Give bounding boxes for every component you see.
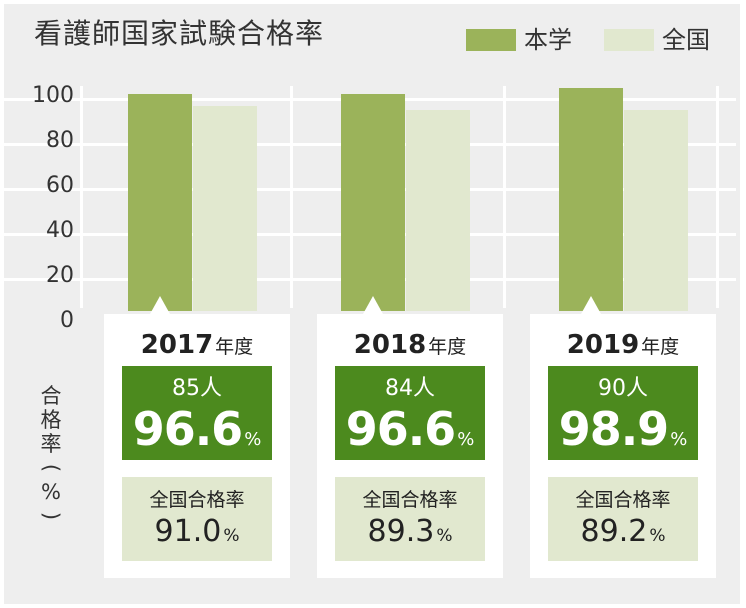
y-axis-title-char: ) — [39, 511, 63, 521]
own-rate-box: 85人 96.6% — [122, 366, 272, 460]
year-label: 2018 年度 — [317, 332, 503, 358]
year-suffix: 年度 — [215, 336, 254, 358]
national-rate-unit: % — [649, 526, 666, 546]
pass-count: 90人 — [598, 376, 648, 401]
y-axis-title-char: % — [41, 480, 61, 504]
national-rate-box: 全国合格率 89.3% — [335, 477, 485, 561]
legend-label-own: 本学 — [524, 26, 572, 54]
v-gridline-2 — [503, 86, 506, 308]
pass-count: 84人 — [385, 376, 435, 401]
panel-pointer — [581, 296, 601, 314]
y-tick-label: 80 — [46, 128, 74, 153]
legend-label-national: 全国 — [662, 26, 710, 54]
national-rate-value: 91.0 — [154, 514, 222, 549]
national-rate-label: 全国合格率 — [575, 489, 671, 511]
national-rate-unit: % — [223, 526, 240, 546]
year-label: 2017 年度 — [104, 332, 290, 358]
national-rate-value: 89.2 — [580, 514, 648, 549]
own-rate-box: 84人 96.6% — [335, 366, 485, 460]
national-rate: 89.2% — [548, 517, 698, 547]
year-panel-2019: 2019 年度 90人 98.9% 全国合格率 89.2% — [530, 314, 716, 578]
bar-own-2018 — [341, 93, 405, 311]
chart-title: 看護師国家試験合格率 — [34, 17, 325, 50]
v-gridline-0 — [80, 86, 83, 308]
y-axis-title-char: 率 — [40, 432, 62, 456]
own-rate-value: 98.9 — [558, 402, 669, 456]
y-tick-label: 20 — [46, 263, 74, 288]
y-axis-title: 合格率 (%) — [36, 384, 66, 528]
v-gridline-1 — [290, 86, 293, 308]
year-panel-2018: 2018 年度 84人 96.6% 全国合格率 89.3% — [317, 314, 503, 578]
panel-pointer — [363, 296, 383, 314]
own-rate-box: 90人 98.9% — [548, 366, 698, 460]
legend-item-national: 全国 — [604, 28, 710, 52]
bar-own-2019 — [559, 88, 623, 311]
national-rate-box: 全国合格率 91.0% — [122, 477, 272, 561]
y-tick-label: 60 — [46, 173, 74, 198]
y-axis-title-char: 合 — [40, 384, 62, 408]
pass-count: 85人 — [172, 376, 222, 401]
own-rate-value: 96.6 — [132, 402, 243, 456]
national-rate: 91.0% — [122, 517, 272, 547]
own-rate-unit: % — [457, 429, 475, 450]
own-rate-unit: % — [244, 429, 262, 450]
own-rate-value: 96.6 — [345, 402, 456, 456]
v-gridline-3 — [716, 86, 719, 308]
year-number: 2017 — [140, 330, 214, 360]
bar-own-2017 — [128, 93, 192, 311]
bar-national-2018 — [406, 110, 470, 311]
national-rate-box: 全国合格率 89.2% — [548, 477, 698, 561]
national-rate-value: 89.3 — [367, 514, 435, 549]
y-tick-label: 40 — [46, 218, 74, 243]
own-rate: 96.6% — [122, 406, 272, 452]
national-rate-label: 全国合格率 — [149, 489, 245, 511]
own-rate-unit: % — [670, 429, 688, 450]
own-rate: 98.9% — [548, 406, 698, 452]
year-suffix: 年度 — [641, 336, 680, 358]
national-rate-unit: % — [436, 526, 453, 546]
year-number: 2018 — [353, 330, 427, 360]
year-suffix: 年度 — [428, 336, 467, 358]
y-tick-label: 100 — [32, 83, 74, 108]
bar-national-2019 — [624, 110, 688, 311]
year-panel-2017: 2017 年度 85人 96.6% 全国合格率 91.0% — [104, 314, 290, 578]
national-rate-label: 全国合格率 — [362, 489, 458, 511]
panel-pointer — [150, 296, 170, 314]
bar-national-2017 — [193, 106, 257, 311]
year-number: 2019 — [566, 330, 640, 360]
legend-swatch-national — [604, 29, 654, 51]
y-axis-title-char: 格 — [40, 408, 62, 432]
y-tick-label: 0 — [60, 308, 74, 333]
legend-item-own: 本学 — [466, 28, 572, 52]
y-axis-title-char: ( — [39, 463, 63, 473]
year-label: 2019 年度 — [530, 332, 716, 358]
own-rate: 96.6% — [335, 406, 485, 452]
national-rate: 89.3% — [335, 517, 485, 547]
legend-swatch-own — [466, 29, 516, 51]
